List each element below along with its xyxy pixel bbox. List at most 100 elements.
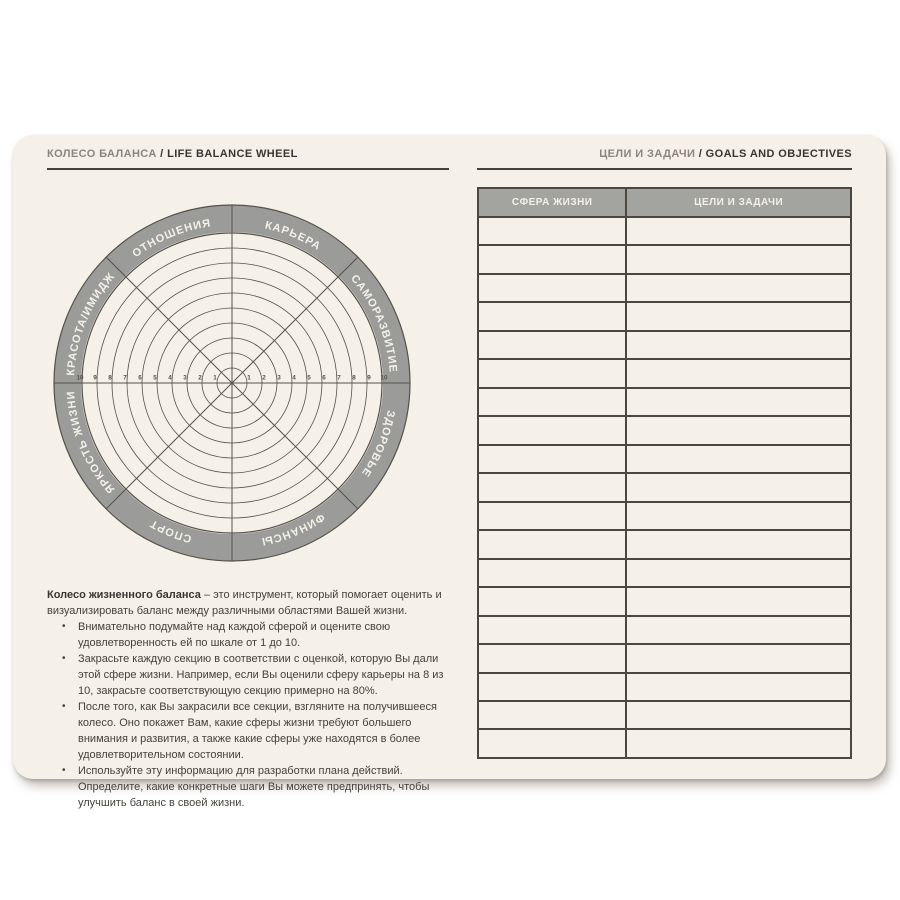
- table-cell-goals: [627, 389, 850, 415]
- table-row: [479, 417, 850, 446]
- bullet-marker: •: [62, 621, 66, 632]
- description-intro-rest: – это инструмент, который помогает оцени…: [47, 589, 442, 617]
- table-cell-goals: [627, 588, 850, 614]
- wheel-axis-number: 1: [247, 375, 251, 382]
- wheel-axis-number: 6: [322, 375, 326, 382]
- table-cell-life-sphere: [479, 645, 628, 672]
- planner-page: КОЛЕСО БАЛАНСА / LIFE BALANCE WHEEL ЦЕЛИ…: [13, 135, 886, 809]
- table-cell-goals: [627, 702, 850, 728]
- left-title-en: LIFE BALANCE WHEEL: [167, 148, 298, 160]
- table-cell-goals: [627, 730, 850, 756]
- bullet-marker: •: [62, 653, 66, 664]
- header-cell-life-sphere: СФЕРА ЖИЗНИ: [479, 189, 628, 216]
- bullet-item: • Закрасьте каждую секцию в соответствии …: [47, 651, 449, 699]
- table-row: [479, 246, 850, 275]
- bullet-list: • Внимательно подумайте над каждой сферой…: [47, 619, 449, 811]
- table-cell-life-sphere: [479, 331, 628, 359]
- table-cell-goals: [627, 560, 850, 586]
- wheel-axis-number: 4: [292, 375, 296, 382]
- wheel-axis-number: 7: [123, 375, 127, 382]
- table-cell-goals: [627, 503, 850, 529]
- left-page-title: КОЛЕСО БАЛАНСА / LIFE BALANCE WHEEL: [47, 148, 449, 170]
- right-title-ru: ЦЕЛИ И ЗАДАЧИ: [599, 148, 696, 160]
- table-cell-life-sphere: [479, 588, 628, 615]
- description-intro: Колесо жизненного баланса – это инструме…: [47, 587, 449, 619]
- right-title-separator: /: [695, 148, 706, 160]
- table-cell-life-sphere: [479, 303, 628, 330]
- table-row: [479, 274, 850, 304]
- table-cell-life-sphere: [479, 502, 628, 530]
- wheel-axis-number: 5: [153, 375, 157, 382]
- bullet-text: Закрасьте каждую секцию в соответствии с…: [78, 653, 444, 697]
- table-row: [479, 360, 850, 389]
- table-cell-goals: [627, 360, 850, 386]
- table-cell-goals: [627, 246, 850, 272]
- right-page-title: ЦЕЛИ И ЗАДАЧИ / GOALS AND OBJECTIVES: [477, 148, 852, 170]
- table-row: [479, 388, 850, 418]
- table-cell-life-sphere: [479, 274, 628, 302]
- wheel-axis-number: 9: [93, 375, 97, 382]
- description: Колесо жизненного баланса – это инструме…: [47, 587, 449, 811]
- table-cell-life-sphere: [479, 417, 628, 444]
- table-cell-goals: [627, 417, 850, 443]
- table-row: [479, 701, 850, 731]
- table-cell-goals: [627, 332, 850, 358]
- table-cell-life-sphere: [479, 246, 628, 273]
- table-cell-life-sphere: [479, 445, 628, 473]
- table-header-row: СФЕРА ЖИЗНИ ЦЕЛИ И ЗАДАЧИ: [479, 189, 850, 218]
- table-cell-life-sphere: [479, 559, 628, 587]
- table-cell-goals: [627, 446, 850, 472]
- wheel-axis-number: 1: [213, 375, 217, 382]
- table-cell-goals: [627, 645, 850, 671]
- table-cell-goals: [627, 674, 850, 700]
- table-cell-life-sphere: [479, 730, 628, 757]
- wheel-axis-number: 7: [337, 375, 341, 382]
- table-cell-life-sphere: [479, 531, 628, 558]
- bullet-item: • Внимательно подумайте над каждой сферой…: [47, 619, 449, 651]
- table-cell-life-sphere: [479, 701, 628, 729]
- table-row: [479, 588, 850, 617]
- table-row: [479, 730, 850, 757]
- table-row: [479, 218, 850, 247]
- table-cell-goals: [627, 474, 850, 500]
- table-cell-life-sphere: [479, 616, 628, 644]
- bullet-marker: •: [62, 701, 66, 712]
- table-cell-goals: [627, 531, 850, 557]
- table-row: [479, 673, 850, 702]
- description-intro-bold: Колесо жизненного баланса: [47, 589, 201, 601]
- bullet-item: • После того, как Вы закрасили все секции…: [47, 699, 449, 763]
- bullet-text: Внимательно подумайте над каждой сферой …: [78, 621, 391, 649]
- goals-table: СФЕРА ЖИЗНИ ЦЕЛИ И ЗАДАЧИ: [477, 187, 852, 759]
- table-row: [479, 474, 850, 503]
- table-row: [479, 531, 850, 560]
- table-cell-life-sphere: [479, 673, 628, 700]
- wheel-axis-number: 2: [198, 375, 202, 382]
- wheel-axis-number: 10: [76, 375, 84, 382]
- wheel-axis-number: 6: [138, 375, 142, 382]
- left-title-separator: /: [156, 148, 168, 160]
- wheel-axis-number: 3: [183, 375, 187, 382]
- wheel-axis-number: 9: [367, 375, 371, 382]
- wheel-axis-number: 4: [168, 375, 172, 382]
- table-row: [479, 445, 850, 475]
- table-cell-life-sphere: [479, 388, 628, 416]
- right-title-en: GOALS AND OBJECTIVES: [705, 148, 852, 160]
- table-cell-goals: [627, 218, 850, 244]
- table-cell-goals: [627, 275, 850, 301]
- wheel-axis-number: 2: [262, 375, 266, 382]
- table-row: [479, 645, 850, 674]
- left-title-ru: КОЛЕСО БАЛАНСА: [47, 148, 157, 160]
- bullet-item: • Используйте эту информацию для разработ…: [47, 763, 449, 811]
- wheel-axis-number: 3: [277, 375, 281, 382]
- table-cell-goals: [627, 303, 850, 329]
- table-row: [479, 303, 850, 332]
- table-cell-life-sphere: [479, 360, 628, 387]
- header-cell-goals: ЦЕЛИ И ЗАДАЧИ: [694, 197, 784, 208]
- table-row: [479, 559, 850, 589]
- bullet-marker: •: [62, 765, 66, 776]
- table-cell-life-sphere: [479, 474, 628, 501]
- wheel-axis-number: 8: [108, 375, 112, 382]
- table-cell-goals: [627, 617, 850, 643]
